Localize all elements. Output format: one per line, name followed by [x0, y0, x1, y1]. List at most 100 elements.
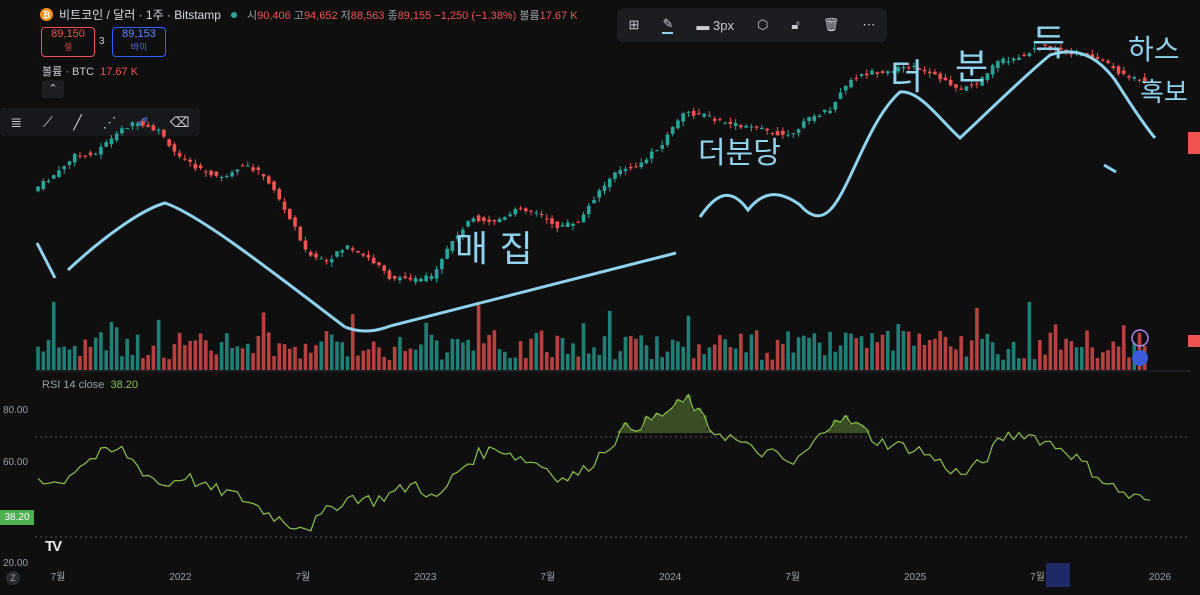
volume-bar — [251, 353, 255, 370]
buy-button[interactable]: 89,153 바이 — [112, 27, 166, 57]
candle-body — [214, 171, 219, 176]
time-tick-label: 7월 — [1030, 571, 1045, 583]
candle-body — [948, 79, 953, 86]
candle-body — [377, 262, 381, 266]
candle-body — [413, 278, 418, 283]
candle-body — [293, 217, 297, 227]
volume-bar — [377, 347, 381, 370]
candle-body — [167, 139, 171, 147]
volume-legend: 볼륨 · BTC 17.67 K — [42, 66, 139, 78]
pattern-tool-icon[interactable]: ⋰ — [102, 113, 117, 130]
volume-bar — [298, 358, 303, 370]
volume-bar — [1027, 301, 1032, 370]
candle-body — [812, 116, 817, 121]
sell-button[interactable]: 89,150 셀 — [41, 27, 95, 57]
volume-bar — [1059, 349, 1063, 370]
candle-body — [335, 251, 339, 257]
templates-icon[interactable]: ⊞ — [628, 17, 640, 32]
candle-body — [482, 217, 486, 222]
volume-bar — [639, 335, 644, 370]
volume-bar — [613, 359, 617, 370]
candle-body — [204, 171, 208, 173]
volume-bar — [739, 333, 743, 370]
candle-body — [282, 201, 287, 210]
time-axis: 7월 2022 7월 2023 7월 2024 7월 2025 7월 2026 — [51, 571, 1172, 583]
volume-bar — [455, 338, 460, 370]
volume-bar — [246, 343, 250, 370]
rsi-current-value: 38.20 — [0, 510, 34, 525]
candle-body — [1080, 55, 1084, 57]
volume-bar — [434, 340, 439, 370]
volume-bar — [335, 341, 339, 370]
volume-bar — [99, 332, 103, 370]
candle-body — [303, 240, 308, 250]
timezone-icon[interactable]: Z — [6, 571, 20, 585]
candle-body — [975, 83, 979, 85]
candle-body — [114, 133, 119, 141]
lock-icon[interactable]: 🔓︎ — [791, 17, 800, 32]
candle-body — [403, 276, 407, 279]
candle-body — [529, 210, 533, 212]
volume-bar — [812, 333, 817, 370]
volume-bar — [72, 345, 77, 370]
volume-bar — [183, 345, 187, 370]
volume-bar — [109, 321, 114, 370]
candle-body — [770, 133, 775, 135]
volume-bar — [602, 336, 607, 370]
volume-bar — [482, 343, 486, 370]
volume-bar — [933, 338, 937, 370]
volume-bar — [723, 339, 727, 370]
candle-body — [964, 86, 969, 91]
candle-body — [272, 181, 276, 191]
volume-bar — [969, 340, 974, 370]
volume-bar — [833, 351, 838, 370]
volume-bar — [681, 346, 685, 370]
candle-body — [356, 250, 360, 253]
settings-icon[interactable]: ⬡ — [757, 17, 769, 32]
volume-bar — [487, 334, 491, 370]
volume-bar — [177, 332, 182, 370]
candle-body — [534, 212, 539, 214]
candle-body — [623, 168, 628, 172]
trash-icon[interactable]: 🗑︎ — [822, 17, 840, 32]
volume-bar — [93, 337, 98, 370]
candle-body — [177, 152, 182, 157]
candle-body — [36, 186, 40, 192]
candle-body — [1132, 77, 1137, 79]
candle-body — [870, 70, 874, 75]
candle-body — [775, 131, 780, 136]
candle-body — [99, 146, 103, 155]
candle-body — [246, 165, 250, 167]
candle-body — [524, 208, 528, 212]
candle-body — [896, 67, 901, 72]
volume-bar — [398, 337, 402, 370]
more-icon[interactable]: ⋯ — [862, 17, 876, 32]
fib-tool-icon[interactable]: ≣ — [10, 113, 23, 130]
line-width-button[interactable]: ▬ 3px — [696, 17, 734, 33]
price-marker — [1188, 132, 1200, 154]
candle-body — [859, 74, 864, 76]
eraser-icon[interactable]: ⌫ — [169, 113, 190, 130]
volume-bar — [282, 344, 287, 370]
volume-bar — [57, 347, 61, 370]
volume-bar — [130, 354, 135, 370]
chevron-up-icon[interactable]: ⌃ — [42, 80, 64, 98]
volume-bar — [413, 349, 418, 370]
candle-body — [104, 142, 108, 147]
candle-body — [901, 66, 906, 69]
candle-body — [602, 185, 607, 191]
ray-tool-icon[interactable]: ╱ — [73, 113, 82, 130]
volume-bar — [586, 353, 591, 370]
candle-body — [576, 221, 581, 223]
volume-bar — [975, 307, 979, 370]
candle-body — [891, 71, 895, 73]
candle-body — [628, 167, 633, 169]
pen-color-icon[interactable]: ✎ — [662, 16, 674, 34]
volume-bar — [896, 323, 901, 370]
volume-bar — [676, 341, 680, 370]
line-tool-icon[interactable]: ⟋ — [42, 113, 53, 130]
volume-series — [36, 301, 1147, 370]
candle-body — [933, 71, 937, 75]
volume-bar — [172, 344, 177, 370]
